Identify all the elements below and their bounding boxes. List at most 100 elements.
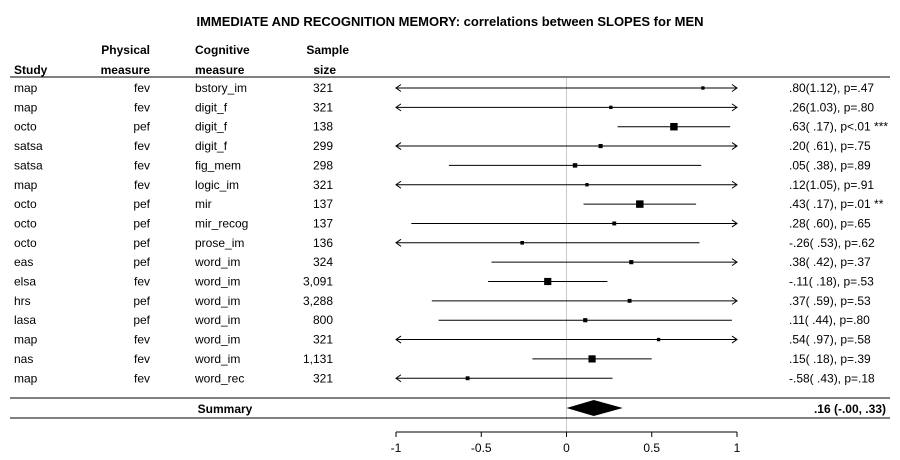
point-estimate bbox=[588, 355, 596, 363]
sample-size: 299 bbox=[313, 139, 333, 153]
cognitive-measure: mir_recog bbox=[195, 216, 248, 230]
study-name: hrs bbox=[14, 294, 31, 308]
cognitive-measure: word_im bbox=[194, 255, 240, 269]
sample-size: 321 bbox=[313, 371, 333, 385]
physical-measure: pef bbox=[133, 197, 150, 211]
physical-measure: pef bbox=[133, 120, 150, 134]
physical-measure: pef bbox=[133, 255, 150, 269]
study-row: map fev word_rec 321 -.58( .43), p=.18 bbox=[14, 371, 875, 385]
sample-size: 298 bbox=[313, 158, 333, 172]
point-estimate bbox=[612, 221, 617, 226]
x-axis: -1 -0.5 0 0.5 1 bbox=[391, 431, 741, 455]
header-study: Study bbox=[14, 63, 48, 77]
ci-arrow-right bbox=[731, 335, 738, 344]
sample-size: 800 bbox=[313, 313, 333, 327]
summary-label: Summary bbox=[198, 402, 253, 416]
point-estimate bbox=[609, 105, 613, 110]
cognitive-measure: fig_mem bbox=[195, 158, 241, 172]
x-tick-label: 1 bbox=[734, 441, 741, 455]
study-row: hrs pef word_im 3,288 .37( .59), p=.53 bbox=[14, 294, 871, 308]
point-estimate bbox=[701, 86, 705, 90]
physical-measure: fev bbox=[134, 371, 150, 385]
study-row: map fev bstory_im 321 .80(1.12), p=.47 bbox=[14, 81, 874, 95]
ci-arrow-right bbox=[731, 142, 738, 150]
study-row: octo pef mir_recog 137 .28( .60), p=.65 bbox=[14, 216, 871, 230]
study-name: octo bbox=[14, 197, 37, 211]
ci-arrow-left bbox=[395, 84, 402, 92]
cognitive-measure: word_im bbox=[194, 352, 240, 366]
study-row: satsa fev digit_f 299 .20( .61), p=.75 bbox=[14, 139, 871, 153]
estimate-label: .38( .42), p=.37 bbox=[789, 255, 871, 269]
study-name: map bbox=[14, 100, 38, 114]
ci-arrow-right bbox=[731, 180, 738, 189]
point-estimate bbox=[656, 337, 661, 342]
header-physical-line1: Physical bbox=[101, 43, 150, 57]
sample-size: 321 bbox=[313, 178, 333, 192]
summary-value: .16 (-.00, .33) bbox=[814, 402, 886, 416]
study-row: map fev word_im 321 .54( .97), p=.58 bbox=[14, 333, 871, 347]
sample-size: 321 bbox=[313, 81, 333, 95]
ci-arrow-right bbox=[731, 296, 738, 305]
point-estimate bbox=[629, 260, 634, 265]
study-name: satsa bbox=[14, 158, 43, 172]
x-tick-label: -0.5 bbox=[471, 441, 492, 455]
estimate-label: .05( .38), p=.89 bbox=[789, 158, 871, 172]
estimate-label: .15( .18), p=.39 bbox=[789, 352, 871, 366]
study-row: lasa pef word_im 800 .11( .44), p=.80 bbox=[14, 313, 870, 327]
sample-size: 138 bbox=[313, 120, 333, 134]
sample-size: 324 bbox=[313, 255, 333, 269]
sample-size: 137 bbox=[313, 197, 333, 211]
study-name: satsa bbox=[14, 139, 43, 153]
study-row: eas pef word_im 324 .38( .42), p=.37 bbox=[14, 255, 871, 269]
point-estimate bbox=[636, 200, 644, 208]
estimate-label: .63( .17), p<.01 *** bbox=[789, 120, 888, 134]
cognitive-measure: prose_im bbox=[195, 236, 244, 250]
header-physical-line2: measure bbox=[101, 63, 151, 77]
ci-arrow-left bbox=[395, 335, 402, 344]
point-estimate bbox=[585, 183, 589, 187]
estimate-label: .54( .97), p=.58 bbox=[789, 333, 871, 347]
x-tick-label: 0 bbox=[563, 441, 570, 455]
cognitive-measure: word_im bbox=[194, 313, 240, 327]
estimate-label: -.11( .18), p=.53 bbox=[789, 275, 874, 289]
ci-arrow-left bbox=[395, 180, 402, 189]
physical-measure: fev bbox=[134, 333, 150, 347]
point-estimate bbox=[583, 318, 588, 323]
sample-size: 137 bbox=[313, 216, 333, 230]
estimate-label: .43( .17), p=.01 ** bbox=[789, 197, 884, 211]
physical-measure: fev bbox=[134, 158, 150, 172]
x-tick-label: 0.5 bbox=[643, 441, 660, 455]
point-estimate bbox=[598, 143, 603, 149]
ci-arrow-left bbox=[395, 142, 402, 150]
point-estimate bbox=[670, 122, 678, 131]
study-name: map bbox=[14, 333, 38, 347]
estimate-label: -.26( .53), p=.62 bbox=[789, 236, 875, 250]
study-name: octo bbox=[14, 120, 37, 134]
ci-arrow-right bbox=[731, 258, 738, 267]
cognitive-measure: word_im bbox=[194, 333, 240, 347]
ci-arrow-left bbox=[395, 103, 402, 112]
estimate-label: .20( .61), p=.75 bbox=[789, 139, 871, 153]
study-row: elsa fev word_im 3,091 -.11( .18), p=.53 bbox=[14, 275, 874, 289]
cognitive-measure: digit_f bbox=[195, 100, 228, 114]
chart-title: IMMEDIATE AND RECOGNITION MEMORY: correl… bbox=[196, 14, 703, 29]
cognitive-measure: word_rec bbox=[194, 371, 244, 385]
physical-measure: pef bbox=[133, 216, 150, 230]
cognitive-measure: word_im bbox=[194, 294, 240, 308]
physical-measure: fev bbox=[134, 139, 150, 153]
study-name: eas bbox=[14, 255, 33, 269]
physical-measure: fev bbox=[134, 81, 150, 95]
point-estimate bbox=[465, 376, 470, 381]
physical-measure: fev bbox=[134, 275, 150, 289]
sample-size: 3,288 bbox=[303, 294, 333, 308]
x-tick-label: -1 bbox=[391, 441, 402, 455]
study-row: nas fev word_im 1,131 .15( .18), p=.39 bbox=[14, 352, 871, 366]
study-row: map fev logic_im 321 .12(1.05), p=.91 bbox=[14, 178, 874, 192]
study-name: map bbox=[14, 371, 38, 385]
study-name: map bbox=[14, 81, 38, 95]
study-row: satsa fev fig_mem 298 .05( .38), p=.89 bbox=[14, 158, 871, 172]
ci-arrow-right bbox=[731, 103, 738, 112]
physical-measure: pef bbox=[133, 236, 150, 250]
physical-measure: fev bbox=[134, 178, 150, 192]
